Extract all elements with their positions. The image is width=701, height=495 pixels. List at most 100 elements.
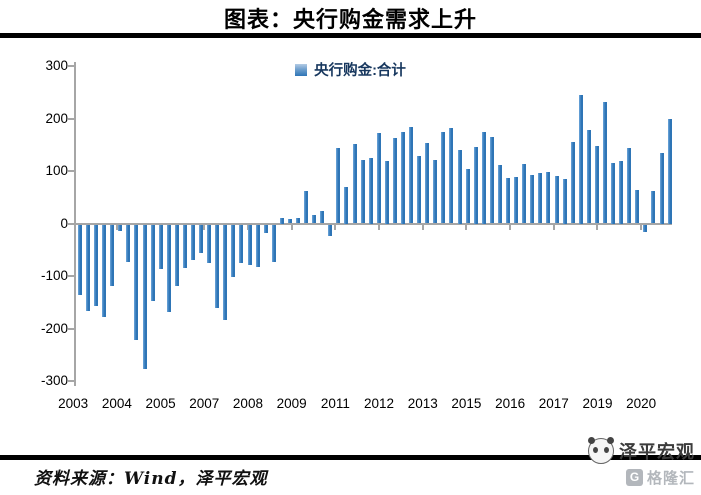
x-axis-tick <box>640 225 643 230</box>
x-axis-tick <box>290 225 293 230</box>
bar-2018Q4 <box>586 129 591 224</box>
bar-2015Q3 <box>481 131 486 224</box>
bar-2012Q4 <box>392 138 397 224</box>
x-axis-tick <box>378 225 381 230</box>
x-axis-label-2020: 2020 <box>626 396 657 411</box>
y-axis-tick <box>68 327 74 330</box>
bar-2013Q3 <box>417 155 422 224</box>
bar-2019Q2 <box>602 102 607 224</box>
bar-2013Q4 <box>425 142 430 224</box>
bar-2020Q3 <box>643 224 648 232</box>
bar-2010Q1 <box>304 191 309 224</box>
y-axis-label-0: 0 <box>60 215 68 231</box>
x-axis-label-2016: 2016 <box>495 396 526 411</box>
bar-2011Q1 <box>336 148 341 224</box>
x-axis-tick <box>509 225 512 230</box>
gelonghui-logo-icon: G <box>625 469 643 486</box>
top-divider <box>0 33 701 38</box>
bar-2012Q3 <box>384 160 389 224</box>
y-axis-label--300: -300 <box>40 373 68 388</box>
bar-2007Q2 <box>215 224 220 308</box>
bar-2009Q1 <box>271 224 276 263</box>
bar-2016Q3 <box>514 176 519 224</box>
bar-2003Q3 <box>94 224 99 307</box>
x-axis-label-2011: 2011 <box>320 396 350 411</box>
x-axis-label-2008: 2008 <box>232 396 263 411</box>
y-axis-label-200: 200 <box>45 110 68 126</box>
bar-2013Q2 <box>409 127 414 224</box>
legend-label: 央行购金:合计 <box>314 63 406 79</box>
bar-2017Q3 <box>546 171 551 224</box>
bar-2006Q4 <box>199 224 204 254</box>
bar-2009Q3 <box>287 218 292 224</box>
bar-2004Q4 <box>134 224 139 340</box>
x-axis-label-2015: 2015 <box>451 396 482 411</box>
y-axis-label--200: -200 <box>40 320 68 336</box>
bar-2009Q4 <box>296 217 300 224</box>
bar-2016Q4 <box>522 164 527 224</box>
watermark: 泽平宏观 G 格隆汇 <box>515 437 695 488</box>
x-axis-label-2004: 2004 <box>101 396 132 411</box>
bar-2011Q3 <box>352 144 357 224</box>
bar-2006Q2 <box>182 224 187 269</box>
bar-2011Q2 <box>344 186 349 224</box>
x-axis-zero-line <box>75 223 672 225</box>
bar-2018Q2 <box>570 141 575 224</box>
bar-2005Q1 <box>142 224 147 369</box>
bar-2004Q2 <box>118 224 123 231</box>
bar-2013Q1 <box>401 131 406 224</box>
y-axis-tick <box>68 117 74 120</box>
bar-2005Q2 <box>150 224 155 301</box>
watermark-brand-row: 泽平宏观 <box>515 437 695 464</box>
y-axis-label-100: 100 <box>45 163 68 178</box>
watermark-platform-text: 格隆汇 <box>646 470 695 487</box>
bar-2017Q2 <box>538 172 543 224</box>
bar-2010Q4 <box>328 224 333 237</box>
bar-2020Q2 <box>635 189 640 224</box>
bar-2014Q1 <box>433 159 438 224</box>
bar-2012Q1 <box>368 157 373 224</box>
bar-2020Q1 <box>627 148 632 224</box>
source-note: 资料来源：Wind，泽平宏观 <box>34 469 268 489</box>
bar-2018Q3 <box>578 94 583 224</box>
y-axis-label-300: 300 <box>45 58 68 73</box>
bar-2006Q3 <box>190 224 195 261</box>
bar-2006Q1 <box>174 224 179 287</box>
bar-2009Q2 <box>279 218 284 224</box>
x-axis-label-2005: 2005 <box>145 396 176 411</box>
bar-2016Q1 <box>497 165 502 224</box>
x-axis-tick <box>552 225 555 230</box>
bar-2005Q3 <box>158 224 163 270</box>
y-axis-label--100: -100 <box>40 268 68 283</box>
x-axis-tick <box>203 225 206 230</box>
bar-2007Q3 <box>223 224 228 320</box>
x-axis-label-2019: 2019 <box>582 396 613 411</box>
x-axis-label-2003: 2003 <box>58 396 89 411</box>
bar-2014Q3 <box>449 128 454 224</box>
bar-2010Q3 <box>320 210 325 224</box>
bar-2010Q2 <box>312 215 317 224</box>
bar-2017Q4 <box>554 175 559 224</box>
chart-title: 图表：央行购金需求上升 <box>223 7 477 33</box>
bar-2008Q3 <box>255 224 260 268</box>
watermark-brand-text: 泽平宏观 <box>619 442 695 462</box>
x-axis-tick <box>596 225 599 230</box>
panda-logo-icon <box>588 437 614 464</box>
bar-2021Q2 <box>667 118 672 224</box>
bar-2007Q4 <box>231 224 236 277</box>
bar-2019Q3 <box>611 163 616 224</box>
x-axis-tick <box>334 225 337 230</box>
bottom-divider <box>0 455 701 460</box>
bar-2021Q1 <box>659 152 664 224</box>
x-axis-label-2009: 2009 <box>276 396 307 411</box>
watermark-platform-row: G 格隆汇 <box>515 467 695 488</box>
bar-2019Q1 <box>594 145 599 224</box>
y-axis-tick <box>68 170 74 172</box>
y-axis-tick <box>68 275 74 277</box>
bar-2008Q1 <box>239 224 244 264</box>
bar-2015Q1 <box>465 168 470 224</box>
bar-2004Q3 <box>126 224 131 262</box>
bar-2011Q4 <box>360 159 365 224</box>
x-axis-label-2007: 2007 <box>189 396 220 411</box>
